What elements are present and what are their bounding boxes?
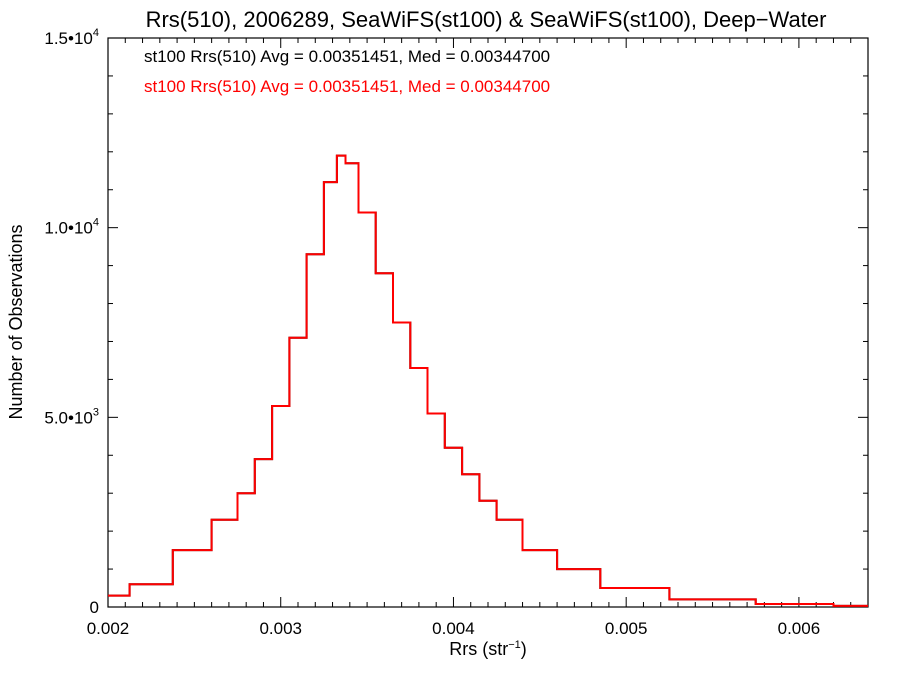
x-tick-label: 0.006 bbox=[778, 619, 821, 638]
annotation-black: st100 Rrs(510) Avg = 0.00351451, Med = 0… bbox=[144, 47, 550, 66]
y-tick-label: 1.0•104 bbox=[44, 217, 99, 238]
series-line-red bbox=[108, 154, 868, 607]
x-axis-label-sup: −1 bbox=[508, 639, 521, 651]
x-ticks: 0.002 0.003 0.004 0.005 0.006 bbox=[87, 38, 852, 638]
y-tick-label: 0 bbox=[90, 598, 99, 617]
x-tick-label: 0.002 bbox=[87, 619, 130, 638]
plot-frame bbox=[107, 37, 869, 608]
chart-title: Rrs(510), 2006289, SeaWiFS(st100) & SeaW… bbox=[146, 7, 827, 32]
y-tick-label: 1.5•104 bbox=[44, 27, 99, 48]
x-axis-label: Rrs (str−1) bbox=[449, 639, 527, 659]
x-axis-label-end: ) bbox=[521, 639, 527, 659]
y-axis-label: Number of Observations bbox=[6, 224, 26, 419]
y-tick-label: 5.0•103 bbox=[44, 406, 99, 427]
y-ticks: 0 5.0•103 1.0•104 1.5•104 bbox=[44, 27, 868, 617]
x-tick-label: 0.004 bbox=[432, 619, 475, 638]
annotation-red: st100 Rrs(510) Avg = 0.00351451, Med = 0… bbox=[144, 77, 550, 96]
x-axis-label-base: Rrs (str bbox=[449, 639, 508, 659]
x-tick-label: 0.005 bbox=[605, 619, 648, 638]
series-line-black bbox=[108, 154, 868, 607]
x-tick-label: 0.003 bbox=[259, 619, 302, 638]
series-layer bbox=[107, 154, 869, 607]
